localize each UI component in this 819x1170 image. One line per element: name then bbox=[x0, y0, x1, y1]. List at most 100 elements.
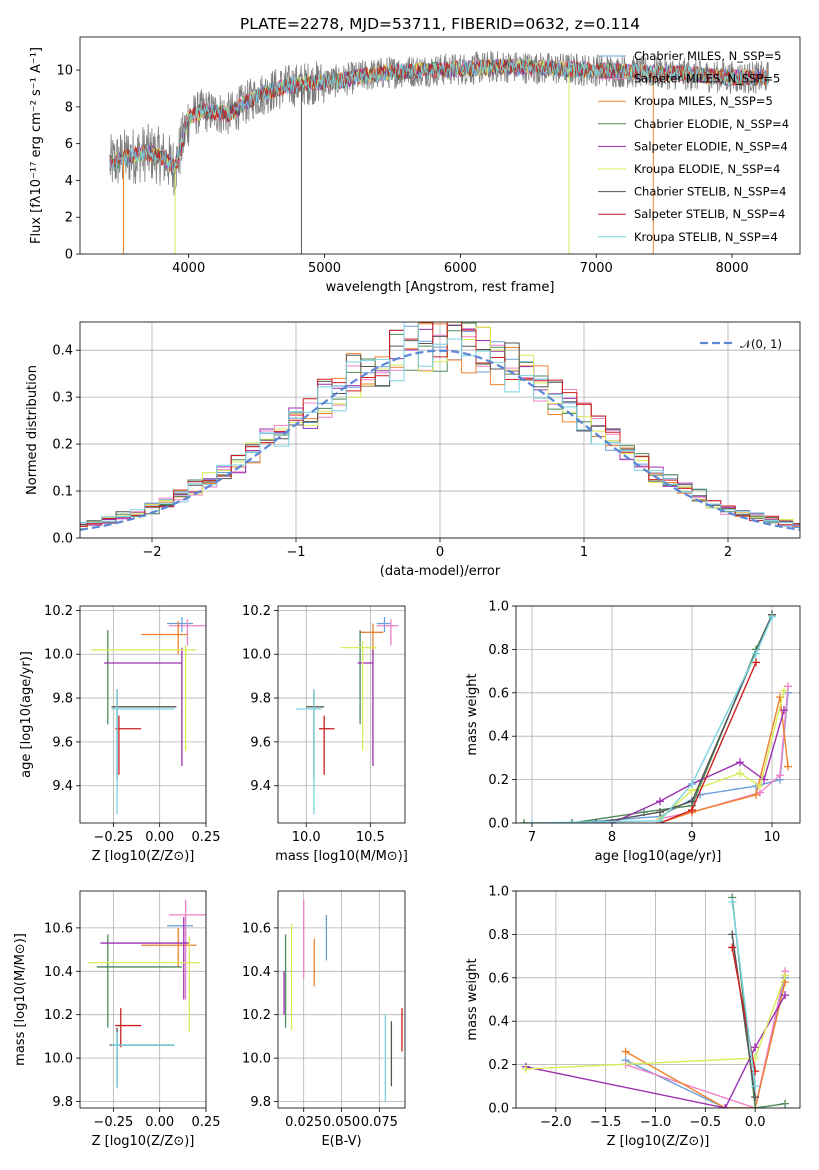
weight-marker bbox=[784, 762, 792, 771]
histogram-step bbox=[80, 322, 800, 526]
plot-area bbox=[91, 616, 206, 815]
weight-marker bbox=[728, 897, 737, 906]
x-axis-label: mass [log10(M/M⊙)] bbox=[275, 849, 408, 864]
y-tick-label: 0.0 bbox=[488, 1102, 509, 1117]
axes-frame bbox=[79, 890, 207, 1109]
x-tick-label: −2.0 bbox=[540, 1115, 572, 1130]
x-tick-label: 7 bbox=[528, 830, 536, 845]
x-tick-label: 2 bbox=[724, 545, 732, 560]
weight-line bbox=[524, 614, 773, 823]
y-tick-label: 0.2 bbox=[488, 1058, 509, 1073]
x-axis-label: (data-model)/error bbox=[380, 564, 501, 579]
legend-label: Chabrier ELODIE, N_SSP=4 bbox=[634, 117, 789, 131]
weight-marker bbox=[776, 771, 784, 780]
plot-area bbox=[295, 616, 399, 815]
x-tick-label: 0.075 bbox=[361, 1115, 398, 1130]
legend-label: Kroupa STELIB, N_SSP=4 bbox=[634, 230, 778, 244]
y-tick-label: 10.0 bbox=[242, 1052, 271, 1067]
histogram-step bbox=[80, 325, 800, 526]
y-tick-label: 0.2 bbox=[52, 438, 73, 453]
legend-label: Salpeter ELODIE, N_SSP=4 bbox=[634, 139, 788, 153]
x-tick-label: 10 bbox=[764, 830, 781, 845]
x-axis-label: Z [log10(Z/Z⊙)] bbox=[92, 1134, 195, 1149]
x-tick-label: 8000 bbox=[716, 261, 749, 276]
x-axis-label: E(B-V) bbox=[321, 1134, 361, 1149]
weight-marker bbox=[781, 991, 790, 1000]
weight-line bbox=[611, 710, 785, 823]
y-tick-label: 9.4 bbox=[52, 779, 73, 794]
y-tick-label: 0.8 bbox=[488, 928, 509, 943]
weight-marker bbox=[721, 1104, 730, 1108]
panel-mass_vs_EBV: 0.025 0.050 0.075 9.8 10.0 10.2 10.4 10.6 E(B-V) bbox=[242, 890, 406, 1149]
x-axis-label: wavelength [Angstrom, rest frame] bbox=[326, 280, 555, 295]
weight-marker bbox=[621, 1047, 630, 1056]
weight-marker bbox=[784, 682, 792, 691]
model-spectrum-line bbox=[109, 58, 769, 173]
x-tick-label: −1 bbox=[286, 545, 305, 560]
panel-age_vs_mass: 10.0 10.5 9.4 9.6 9.8 10.0 10.2 mass [log10(M/M… bbox=[242, 604, 408, 864]
x-tick-label: 0.050 bbox=[323, 1115, 360, 1130]
weight-line bbox=[525, 994, 786, 1108]
y-tick-label: 10.2 bbox=[44, 604, 73, 619]
weight-line bbox=[731, 947, 756, 1072]
y-tick-label: 10.2 bbox=[242, 1008, 271, 1023]
weight-marker bbox=[592, 819, 600, 823]
weight-line bbox=[731, 901, 756, 1087]
axes-frame bbox=[515, 605, 801, 824]
weight-marker bbox=[752, 658, 760, 667]
panel-age_vs_Z: −0.25 0.00 0.25 9.4 9.6 9.8 10.0 10.2 Z [log10(Z… bbox=[19, 604, 220, 864]
x-tick-label: 8 bbox=[608, 830, 616, 845]
y-tick-label: 4 bbox=[65, 174, 73, 189]
weight-line bbox=[731, 934, 756, 1098]
weight-marker bbox=[780, 706, 788, 715]
y-tick-label: 0.4 bbox=[488, 1015, 509, 1030]
y-tick-label: 10.0 bbox=[44, 648, 73, 663]
x-tick-label: −2 bbox=[142, 545, 161, 560]
weight-marker bbox=[736, 769, 744, 778]
y-tick-label: 0.4 bbox=[52, 344, 73, 359]
y-tick-label: 0.1 bbox=[52, 485, 73, 500]
y-axis-label: mass weight bbox=[465, 958, 480, 1040]
y-axis-label: Normed distribution bbox=[25, 365, 40, 495]
x-tick-label: −0.5 bbox=[690, 1115, 722, 1130]
y-tick-label: 0.6 bbox=[488, 686, 509, 701]
weight-marker bbox=[751, 1082, 760, 1091]
y-tick-label: 9.8 bbox=[52, 1095, 73, 1110]
x-tick-label: 7000 bbox=[580, 261, 613, 276]
x-tick-label: 0.00 bbox=[145, 830, 174, 845]
x-tick-label: 10.5 bbox=[356, 830, 385, 845]
y-tick-label: 10.2 bbox=[242, 604, 271, 619]
weight-line bbox=[571, 692, 789, 823]
axes-frame bbox=[79, 321, 801, 539]
y-tick-label: 2 bbox=[65, 211, 73, 226]
weight-marker bbox=[656, 797, 664, 806]
weight-marker bbox=[752, 790, 760, 799]
y-tick-label: 9.6 bbox=[250, 735, 271, 750]
histogram-step bbox=[80, 322, 800, 527]
weight-marker bbox=[728, 943, 737, 952]
normal-reference-curve bbox=[80, 349, 800, 531]
model-spectrum-line bbox=[109, 58, 769, 174]
axes-frame bbox=[277, 890, 406, 1109]
weight-line bbox=[531, 616, 773, 823]
y-tick-label: 1.0 bbox=[488, 600, 509, 615]
x-tick-label: 1 bbox=[580, 545, 588, 560]
x-tick-label: 9 bbox=[688, 830, 696, 845]
x-tick-label: −0.25 bbox=[93, 1115, 133, 1130]
weight-line bbox=[595, 614, 773, 823]
weight-marker bbox=[752, 649, 760, 658]
y-tick-label: 0.2 bbox=[488, 773, 509, 788]
axes-frame bbox=[79, 36, 801, 255]
x-tick-label: 0.00 bbox=[145, 1115, 174, 1130]
x-tick-label: −0.25 bbox=[93, 830, 133, 845]
legend-label: Chabrier MILES, N_SSP=5 bbox=[634, 49, 781, 63]
weight-marker bbox=[688, 805, 696, 814]
axes-frame bbox=[277, 605, 406, 824]
panel-residuals: −2 −1 0 1 2 0.0 0.1 0.2 0.3 0.4 (data-model)/error… bbox=[25, 321, 801, 579]
y-axis-label: mass weight bbox=[465, 673, 480, 755]
weight-line bbox=[625, 971, 786, 1108]
x-tick-label: 0 bbox=[436, 545, 444, 560]
y-tick-label: 10.6 bbox=[242, 921, 271, 936]
weight-marker bbox=[781, 1099, 790, 1108]
y-axis-label: Flux [fλ10⁻¹⁷ erg cm⁻² s⁻¹ A⁻¹] bbox=[29, 47, 44, 244]
